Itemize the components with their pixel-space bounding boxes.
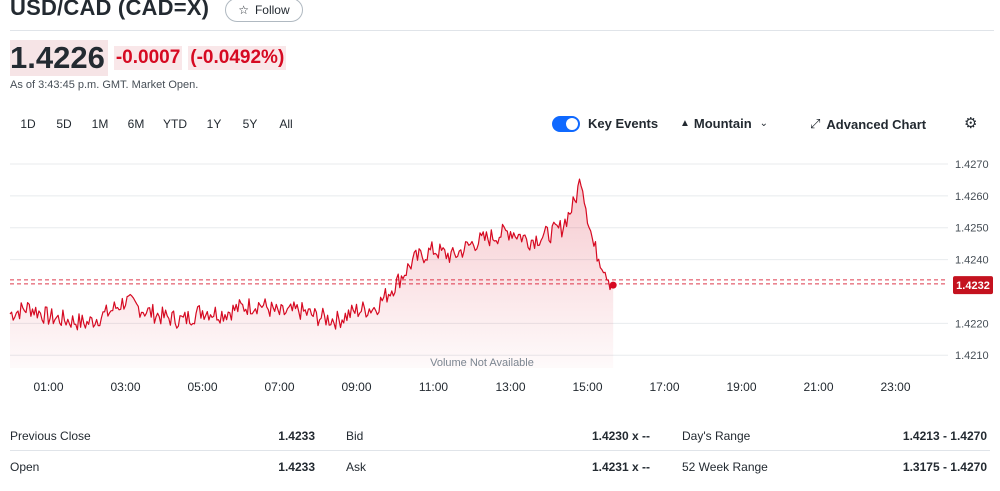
mountain-icon: ▲: [680, 118, 690, 129]
stats-divider: [10, 450, 990, 451]
range-tab-all[interactable]: All: [279, 117, 293, 131]
price-change-percent: (-0.0492%): [188, 46, 287, 70]
quote-header: USD/CAD (CAD=X) ☆ Follow: [10, 0, 303, 22]
follow-button[interactable]: ☆ Follow: [225, 0, 303, 22]
x-tick-label: 15:00: [572, 380, 602, 394]
x-tick-label: 03:00: [110, 380, 140, 394]
stats-row: Open 1.4233 Ask 1.4231 x -- 52 Week Rang…: [10, 451, 990, 481]
range-tabs: 1D 5D 1M 6M YTD 1Y 5Y All: [10, 116, 304, 132]
chart-type-label: Mountain: [693, 116, 752, 131]
range-tab-1d[interactable]: 1D: [20, 117, 36, 131]
range-tab-1m[interactable]: 1M: [91, 117, 109, 131]
y-tick-label: 1.4240: [955, 255, 989, 267]
stat-value-days-range: 1.4213 - 1.4270: [902, 429, 987, 443]
stat-value-bid: 1.4230 x --: [591, 429, 650, 443]
chevron-down-icon: ⌄: [759, 118, 769, 129]
stat-label-52-week-range: 52 Week Range: [682, 460, 768, 474]
current-price: 1.4226: [10, 40, 108, 76]
y-tick-label: 1.4260: [955, 191, 989, 203]
key-events-toggle[interactable]: [552, 116, 580, 132]
range-tab-1y[interactable]: 1Y: [206, 117, 222, 131]
stat-value-ask: 1.4231 x --: [591, 460, 650, 474]
volume-not-available-note: Volume Not Available: [430, 357, 534, 369]
y-tick-label: 1.4270: [955, 159, 989, 171]
stat-value-52-week-range: 1.3175 - 1.4270: [902, 460, 987, 474]
x-tick-label: 01:00: [33, 380, 63, 394]
x-tick-label: 05:00: [187, 380, 217, 394]
price-change: -0.0007: [113, 46, 183, 70]
current-price-tag-label: 1.4232: [956, 280, 990, 292]
current-price-tag: [953, 276, 993, 295]
series-line: [9, 178, 614, 331]
y-tick-label: 1.4210: [955, 350, 989, 362]
advanced-chart-button[interactable]: ⤢ Advanced Chart: [810, 116, 926, 132]
stat-label-days-range: Day's Range: [682, 429, 751, 443]
stat-label-ask: Ask: [346, 460, 367, 474]
stat-value-previous-close: 1.4233: [278, 429, 315, 443]
star-icon: ☆: [238, 3, 249, 17]
as-of-timestamp: As of 3:43:45 p.m. GMT. Market Open.: [10, 79, 199, 91]
stat-label-previous-close: Previous Close: [10, 429, 91, 443]
range-tab-ytd[interactable]: YTD: [163, 117, 187, 131]
range-tab-6m[interactable]: 6M: [127, 117, 145, 131]
follow-label: Follow: [254, 3, 290, 17]
ticker-title: USD/CAD (CAD=X): [10, 0, 210, 20]
x-tick-label: 13:00: [495, 380, 525, 394]
x-tick-label: 21:00: [803, 380, 833, 394]
y-tick-label: 1.4220: [955, 318, 989, 330]
x-tick-label: 11:00: [419, 380, 448, 394]
stat-label-open: Open: [10, 460, 40, 474]
x-tick-label: 17:00: [649, 380, 679, 394]
price-row: 1.4226 -0.0007 (-0.0492%): [10, 40, 287, 76]
range-tab-5y[interactable]: 5Y: [242, 117, 258, 131]
chart-type-dropdown[interactable]: ▲ Mountain ⌄: [680, 116, 768, 131]
chart-toolbar: Key Events ▲ Mountain ⌄ ⤢ Advanced Chart…: [552, 114, 980, 134]
x-tick-label: 09:00: [341, 380, 371, 394]
stats-row: Previous Close 1.4233 Bid 1.4230 x -- Da…: [10, 420, 990, 450]
y-tick-label: 1.4250: [955, 223, 989, 235]
expand-icon: ⤢: [810, 116, 821, 131]
advanced-chart-label: Advanced Chart: [826, 116, 927, 132]
x-tick-label: 19:00: [726, 380, 756, 394]
stat-value-open: 1.4233: [278, 460, 315, 474]
area-fill: [10, 179, 614, 368]
key-events-label[interactable]: Key Events: [588, 116, 659, 131]
stat-label-bid: Bid: [346, 429, 364, 443]
x-tick-label: 07:00: [264, 380, 294, 394]
last-price-dot: [609, 281, 617, 289]
range-tab-5d[interactable]: 5D: [56, 117, 72, 131]
settings-gear-icon[interactable]: ⚙: [964, 115, 978, 132]
x-tick-label: 23:00: [880, 380, 910, 394]
price-chart[interactable]: 1.4270 1.4260 1.4250 1.4240 1.4220 1.4210 01:0…: [0, 140, 1000, 402]
header-divider: [10, 30, 994, 31]
